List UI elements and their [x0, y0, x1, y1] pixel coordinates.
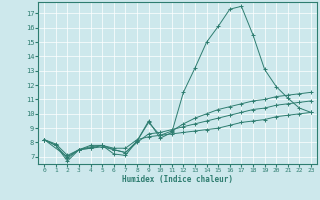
X-axis label: Humidex (Indice chaleur): Humidex (Indice chaleur): [122, 175, 233, 184]
